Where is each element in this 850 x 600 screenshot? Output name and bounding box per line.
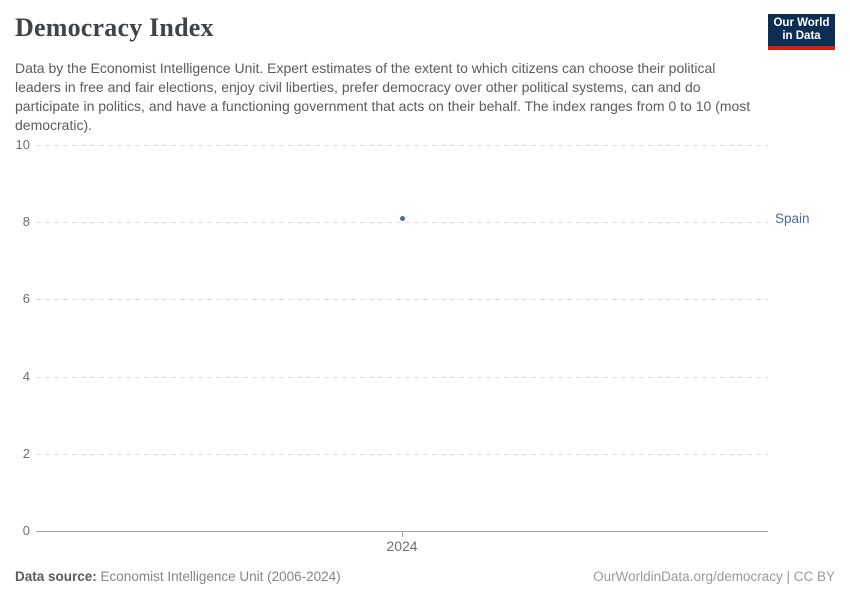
chart-subtitle: Data by the Economist Intelligence Unit.…: [15, 60, 751, 133]
gridline-y-0: [36, 531, 768, 532]
gridline-y-10: [36, 145, 768, 146]
data-source-value: Economist Intelligence Unit (2006-2024): [100, 569, 341, 584]
data-point-spain[interactable]: [399, 215, 405, 221]
owid-logo-line1: Our World: [773, 17, 830, 29]
footer: Data source: Economist Intelligence Unit…: [15, 568, 835, 585]
owid-logo-line2: in Data: [782, 30, 821, 42]
entity-label-spain[interactable]: Spain: [775, 211, 810, 227]
y-axis-tick-label: 8: [22, 214, 30, 229]
owid-logo[interactable]: Our World in Data: [768, 14, 835, 50]
y-axis-tick-label: 6: [22, 291, 30, 306]
gridline-y-8: [36, 222, 768, 223]
page-title: Democracy Index: [15, 13, 214, 42]
x-axis-tick-label: 2024: [386, 538, 418, 554]
gridline-y-6: [36, 299, 768, 300]
credit-link[interactable]: OurWorldinData.org/democracy | CC BY: [593, 569, 835, 584]
data-source-label: Data source:: [15, 569, 97, 584]
y-axis-tick-label: 10: [15, 137, 30, 152]
y-axis-tick-label: 4: [22, 369, 30, 384]
y-axis-tick-label: 2: [22, 446, 30, 461]
gridline-y-2: [36, 454, 768, 455]
data-source: Data source: Economist Intelligence Unit…: [15, 568, 341, 585]
x-axis-tick-mark: [402, 532, 403, 537]
y-axis-tick-label: 0: [22, 523, 30, 538]
gridline-y-4: [36, 377, 768, 378]
